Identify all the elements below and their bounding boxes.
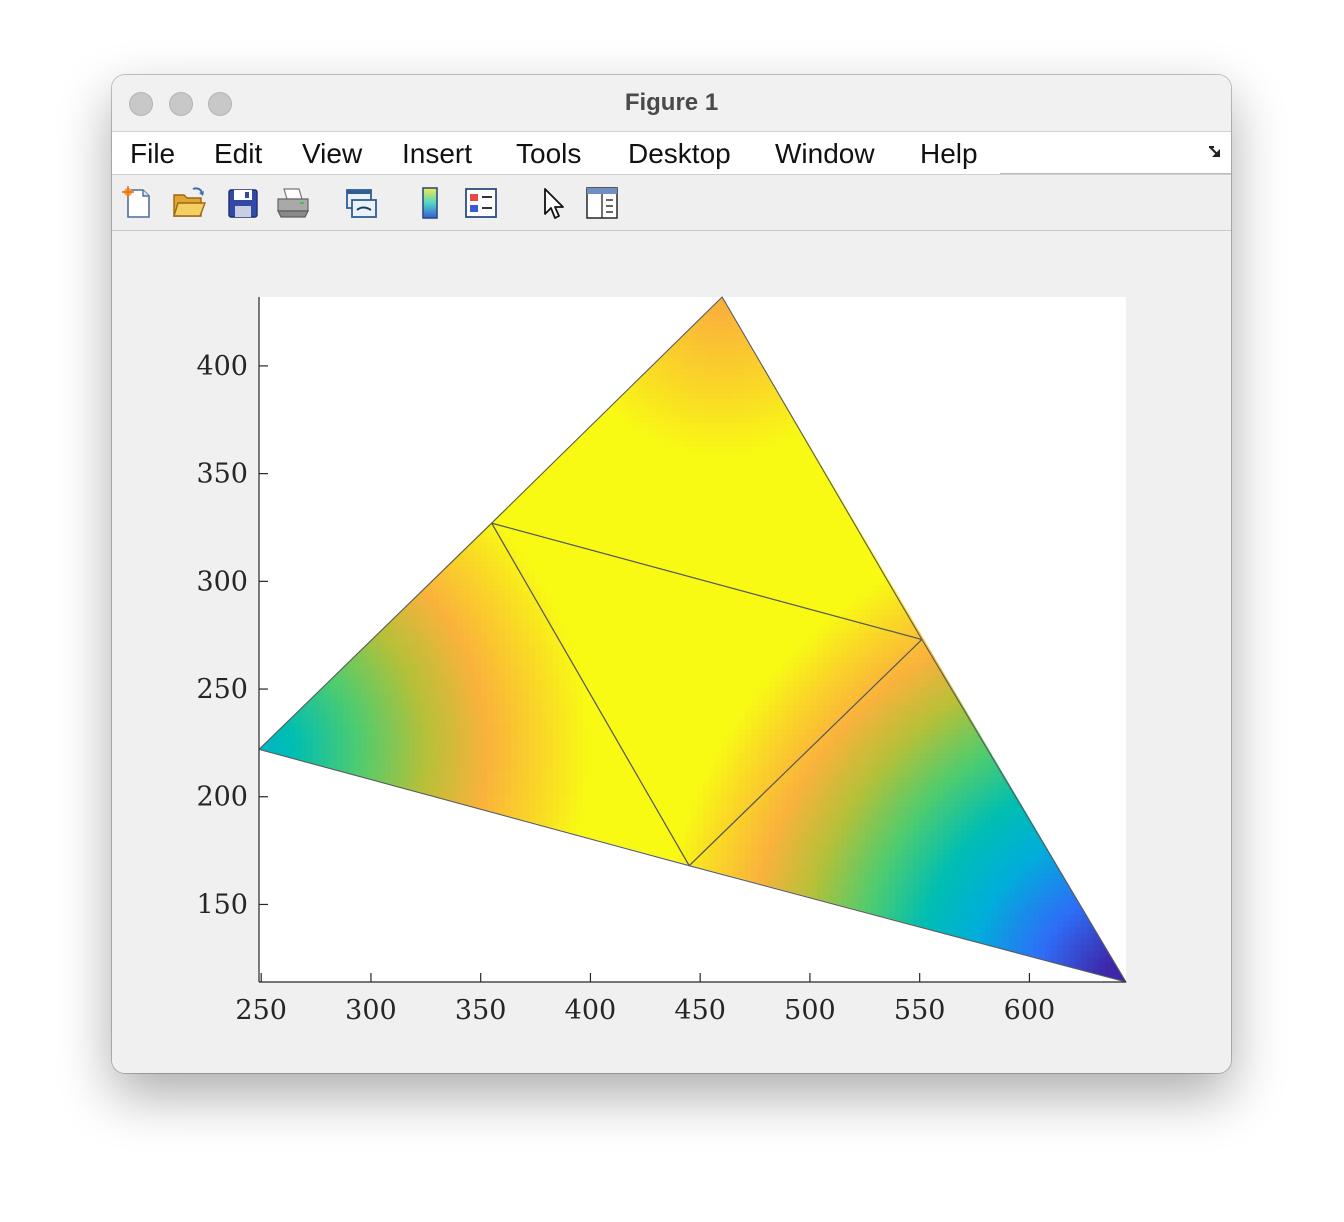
link-plot-icon[interactable] — [343, 185, 379, 221]
menu-tools[interactable]: Tools — [516, 138, 582, 169]
x-tick-label-550: 550 — [894, 995, 946, 1026]
figure-canvas: 250 300 350 400 450 500 550 600 150 200 250 300 350 4… — [112, 231, 1231, 1073]
menu-view[interactable]: View — [302, 138, 363, 169]
window-title: Figure 1 — [624, 89, 719, 116]
y-tick-label-150: 150 — [196, 889, 248, 920]
x-tick-label-350: 350 — [455, 995, 507, 1026]
patch-face-4 — [491, 522, 923, 867]
x-tick-label-250: 250 — [235, 995, 287, 1026]
title-bar: Figure 1 — [112, 75, 1231, 132]
new-figure-icon[interactable] — [120, 185, 156, 221]
x-tick-label-600: 600 — [1004, 995, 1056, 1026]
menu-edit[interactable]: Edit — [214, 138, 263, 169]
minimize-window-button[interactable] — [169, 92, 193, 116]
menu-file[interactable]: File — [130, 138, 176, 169]
print-icon[interactable] — [275, 185, 311, 221]
menu-bar: File Edit View Insert Tools Desktop Wind… — [112, 132, 1231, 175]
menu-desktop[interactable]: Desktop — [628, 138, 731, 169]
figure-window: Figure 1 File Edit View Insert Tools Des… — [112, 75, 1231, 1073]
edit-plot-pointer-icon[interactable] — [534, 185, 570, 221]
menu-window[interactable]: Window — [775, 138, 875, 169]
zoom-window-button[interactable] — [208, 92, 232, 116]
y-tick-label-350: 350 — [196, 459, 248, 490]
y-tick-label-250: 250 — [196, 674, 248, 705]
x-tick-label-500: 500 — [784, 995, 836, 1026]
menu-help[interactable]: Help — [920, 138, 978, 169]
dock-figure-icon[interactable] — [1208, 144, 1224, 160]
y-tick-label-300: 300 — [196, 566, 248, 597]
open-file-icon[interactable] — [171, 185, 207, 221]
y-tick-label-400: 400 — [196, 351, 248, 382]
y-tick-label-200: 200 — [196, 782, 248, 813]
x-tick-label-300: 300 — [345, 995, 397, 1026]
x-tick-label-400: 400 — [565, 995, 617, 1026]
menu-insert[interactable]: Insert — [402, 138, 473, 169]
x-tick-label-450: 450 — [674, 995, 726, 1026]
menu-divider — [1000, 173, 1231, 174]
patch-plot[interactable]: 250 300 350 400 450 500 550 600 150 200 250 300 350 4… — [112, 231, 1231, 1073]
insert-legend-icon[interactable] — [463, 185, 499, 221]
property-inspector-icon[interactable] — [584, 185, 620, 221]
close-window-button[interactable] — [129, 92, 153, 116]
insert-colorbar-icon[interactable] — [412, 185, 448, 221]
save-icon[interactable] — [225, 185, 261, 221]
figure-toolbar — [112, 175, 1231, 231]
